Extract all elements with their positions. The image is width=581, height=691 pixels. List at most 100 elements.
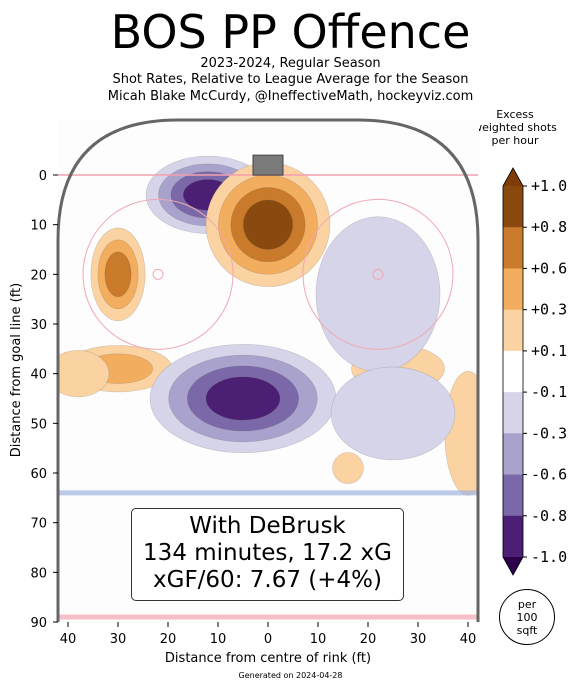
heat-contour — [145, 155, 271, 234]
y-tick-label: 90 — [30, 616, 47, 631]
subtitle-description: Shot Rates, Relative to League Average f… — [112, 72, 469, 87]
colorbar-tick-label: +1.0 — [531, 177, 567, 195]
heat-region — [90, 227, 146, 322]
heat-contour — [63, 345, 173, 393]
x-tick-label: 10 — [210, 632, 227, 647]
heat-region — [145, 155, 271, 234]
x-tick-label: 30 — [110, 632, 127, 647]
colorbar-tick-label: +0.6 — [531, 259, 567, 277]
colorbar-tick-label: -0.1 — [531, 383, 567, 401]
colorbar-outline — [502, 167, 524, 576]
colorbar-tick-label: -0.6 — [531, 466, 567, 484]
heat-contour — [205, 162, 331, 287]
heat-contour — [104, 251, 132, 298]
heat-region — [332, 452, 364, 484]
heat-contour — [170, 171, 246, 219]
unit-line: per — [517, 598, 537, 611]
unit-badge: per 100 sqft — [499, 589, 555, 645]
heat-contour — [97, 239, 139, 310]
generated-date: Generated on 2024-04-28 — [238, 671, 343, 680]
faceoff-dot — [372, 268, 384, 280]
info-box-line: 134 minutes, 17.2 xG — [143, 540, 392, 566]
y-tick-label: 60 — [30, 467, 47, 482]
y-tick-label: 30 — [30, 318, 47, 333]
colorbar-swatch — [503, 350, 523, 393]
colorbar-swatch — [503, 309, 523, 352]
colorbar-title-line: Excess — [496, 108, 534, 121]
faceoff-circle — [302, 198, 454, 350]
heatmap-layer — [58, 155, 478, 496]
colorbar-tick-label: +0.8 — [531, 218, 567, 236]
colorbar-title: Excess weighted shots per hour — [470, 108, 560, 147]
x-tick-label: 0 — [264, 632, 272, 647]
heat-region — [205, 162, 331, 287]
colorbar-tick-label: -0.8 — [531, 507, 567, 525]
heat-contour — [330, 366, 456, 461]
heat-contour — [362, 284, 384, 305]
colorbar-tick-label: +0.1 — [531, 342, 567, 360]
y-tick-label: 80 — [30, 566, 47, 581]
heat-contour — [315, 216, 441, 373]
page-title: BOS PP Offence — [110, 5, 471, 59]
heat-contour — [218, 174, 318, 275]
colorbar-tick-label: -0.3 — [531, 424, 567, 442]
x-tick-label: 10 — [310, 632, 327, 647]
info-box-line: With DeBrusk — [189, 513, 346, 539]
heat-contour — [187, 365, 299, 432]
colorbar-swatch — [503, 474, 523, 517]
heat-contour — [351, 345, 445, 393]
colorbar-title-line: weighted shots — [473, 121, 557, 134]
unit-line: 100 — [516, 611, 538, 624]
y-tick-label: 40 — [30, 368, 47, 383]
colorbar: +1.0 +0.8 +0.6 +0.3 +0.1 -0.1 -0.3 -0.6 -0.8 -1.0 — [502, 167, 567, 576]
heat-contour — [83, 353, 153, 384]
unit-line: sqft — [516, 624, 538, 637]
x-tick-label: 20 — [160, 632, 177, 647]
heat-region — [149, 343, 337, 454]
colorbar-top-arrow — [503, 168, 523, 186]
goal-net — [252, 154, 284, 176]
heat-region — [58, 350, 110, 398]
heat-contour — [230, 187, 306, 263]
colorbar-swatch — [503, 515, 523, 558]
colorbar-bottom-arrow — [503, 557, 523, 575]
heat-region — [444, 370, 478, 496]
y-tick-label: 10 — [30, 219, 47, 234]
x-axis-label: Distance from centre of rink (ft) — [165, 651, 371, 666]
heat-contour — [444, 370, 478, 496]
faceoff-dot — [152, 268, 164, 280]
heat-region — [357, 278, 389, 311]
colorbar-tick-label: -1.0 — [531, 548, 567, 566]
info-box: With DeBrusk 134 minutes, 17.2 xG xGF/60… — [131, 508, 404, 601]
heat-contour — [205, 376, 281, 421]
colorbar-tick-label: +0.3 — [531, 301, 567, 319]
x-tick-label: 30 — [410, 632, 427, 647]
y-tick-label: 0 — [39, 169, 47, 184]
x-tick-label: 40 — [460, 632, 477, 647]
x-tick-label: 40 — [60, 632, 77, 647]
colorbar-title-line: per hour — [491, 134, 539, 147]
heat-contour — [149, 343, 337, 454]
heat-region — [63, 345, 173, 393]
colorbar-swatch — [503, 433, 523, 476]
x-tick-label: 20 — [360, 632, 377, 647]
y-tick-label: 70 — [30, 517, 47, 532]
heat-region — [351, 345, 445, 393]
faceoff-circle — [82, 198, 234, 350]
subtitle-season: 2023-2024, Regular Season — [200, 56, 381, 71]
heat-contour — [243, 199, 293, 250]
colorbar-swatch — [503, 186, 523, 228]
y-tick-label: 50 — [30, 417, 47, 432]
info-box-line: xGF/60: 7.67 (+4%) — [153, 567, 382, 593]
heat-contour — [357, 278, 389, 311]
colorbar-swatch — [503, 392, 523, 434]
heat-contour — [168, 354, 318, 443]
heat-contour — [183, 179, 233, 211]
y-tick-label: 20 — [30, 268, 47, 283]
heat-contour — [158, 163, 258, 227]
heat-region — [315, 216, 441, 373]
heat-region — [330, 366, 456, 461]
heat-contour — [58, 350, 110, 398]
colorbar-swatch — [503, 268, 523, 311]
heat-contour — [90, 227, 146, 322]
